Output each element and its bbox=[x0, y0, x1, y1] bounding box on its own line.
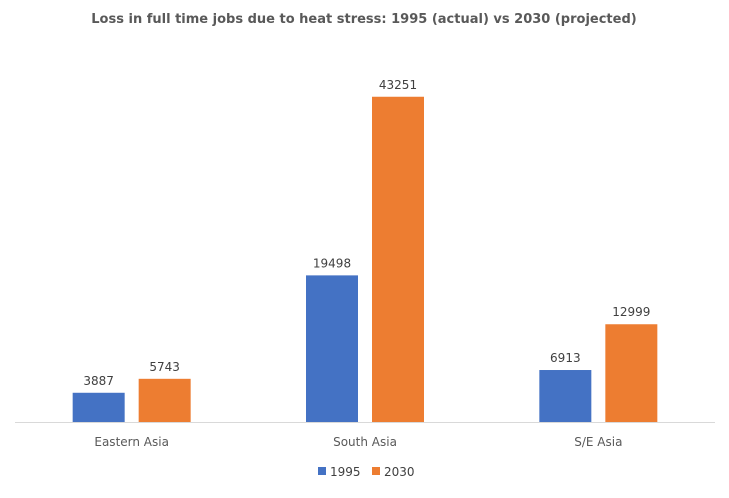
bar-2030-2 bbox=[605, 324, 658, 422]
legend-label: 1995 bbox=[330, 465, 361, 479]
data-label: 6913 bbox=[550, 351, 581, 365]
data-label: 12999 bbox=[612, 305, 650, 319]
x-tick-label: South Asia bbox=[333, 435, 397, 449]
bar-1995-0 bbox=[72, 392, 125, 422]
bar-1995-2 bbox=[539, 370, 592, 422]
x-tick-label: Eastern Asia bbox=[94, 435, 169, 449]
data-label: 5743 bbox=[149, 360, 180, 374]
chart-title: Loss in full time jobs due to heat stres… bbox=[91, 12, 636, 27]
legend-label: 2030 bbox=[384, 465, 415, 479]
legend-swatch-2030 bbox=[372, 467, 380, 475]
bar-2030-1 bbox=[372, 96, 424, 423]
data-label: 19498 bbox=[313, 256, 351, 270]
legend-swatch-1995 bbox=[318, 467, 326, 475]
data-label: 3887 bbox=[83, 374, 114, 388]
bar-1995-1 bbox=[306, 275, 358, 422]
data-label: 43251 bbox=[379, 78, 417, 92]
bar-2030-0 bbox=[138, 378, 191, 422]
x-tick-label: S/E Asia bbox=[574, 435, 622, 449]
